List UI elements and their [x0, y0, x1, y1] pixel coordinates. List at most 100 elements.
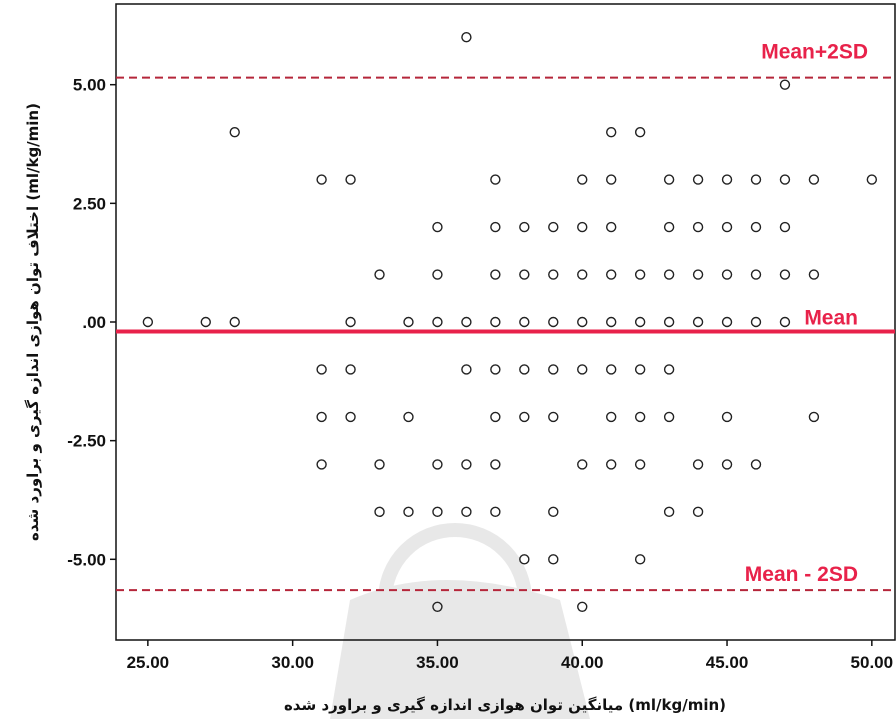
- data-point: [490, 221, 501, 233]
- data-point: [577, 316, 588, 328]
- x-axis-title: میانگین توان هوازی اندازه گیری و براورد …: [284, 696, 726, 714]
- data-point: [519, 364, 530, 375]
- data-point: [403, 411, 414, 423]
- data-point: [229, 316, 240, 328]
- data-point: [345, 411, 356, 423]
- data-point: [692, 506, 704, 518]
- data-point: [606, 221, 617, 233]
- data-point: [606, 126, 617, 138]
- data-point: [808, 269, 820, 280]
- y-tick-label: 2.50: [73, 194, 106, 213]
- data-point: [577, 459, 588, 470]
- data-point: [634, 126, 646, 138]
- watermark-logo: [330, 523, 590, 719]
- data-point: [721, 221, 733, 233]
- data-point: [721, 269, 733, 280]
- data-point: [432, 601, 443, 612]
- x-tick-label: 30.00: [271, 653, 314, 672]
- data-point: [663, 174, 675, 185]
- data-point: [490, 316, 501, 328]
- data-point: [548, 411, 559, 423]
- y-axis-title: اختلاف توان هوازی اندازه گیری و براورد ش…: [24, 103, 42, 541]
- data-point: [519, 316, 530, 328]
- data-point: [866, 174, 878, 185]
- data-point: [779, 79, 791, 90]
- data-point: [663, 411, 675, 423]
- data-point: [634, 554, 646, 565]
- data-point: [548, 364, 559, 375]
- data-point: [606, 364, 617, 375]
- data-point: [663, 221, 675, 233]
- data-point: [548, 221, 559, 233]
- x-tick-label: 40.00: [561, 653, 604, 672]
- data-point: [345, 364, 356, 375]
- x-tick-label: 35.00: [416, 653, 459, 672]
- data-point: [750, 174, 762, 185]
- data-point: [345, 316, 356, 328]
- data-point: [490, 411, 501, 423]
- data-point: [663, 269, 675, 280]
- data-point: [779, 316, 791, 328]
- data-point: [663, 364, 675, 375]
- data-point: [606, 316, 617, 328]
- data-point: [316, 364, 327, 375]
- data-point: [200, 316, 211, 328]
- ref-line-label: Mean - 2SD: [745, 563, 858, 586]
- data-point: [490, 174, 501, 185]
- data-point: [779, 269, 791, 280]
- data-point: [750, 221, 762, 233]
- data-point: [577, 364, 588, 375]
- data-point: [692, 269, 704, 280]
- data-point: [432, 506, 443, 518]
- data-point: [432, 459, 443, 470]
- data-point: [692, 316, 704, 328]
- data-point: [316, 411, 327, 423]
- data-point: [721, 411, 733, 423]
- data-point: [490, 459, 501, 470]
- x-tick-label: 25.00: [127, 653, 170, 672]
- data-point: [577, 269, 588, 280]
- data-point: [548, 316, 559, 328]
- data-point: [519, 554, 530, 565]
- ref-line-label: Mean+2SD: [761, 41, 868, 64]
- data-point: [229, 126, 240, 138]
- data-point: [374, 459, 385, 470]
- data-point: [548, 269, 559, 280]
- data-point: [808, 174, 820, 185]
- data-point: [490, 269, 501, 280]
- y-tick-label: -5.00: [67, 550, 106, 569]
- data-point: [634, 316, 646, 328]
- data-point: [750, 316, 762, 328]
- data-point: [461, 316, 472, 328]
- data-point: [345, 174, 356, 185]
- data-point: [779, 174, 791, 185]
- data-point: [461, 506, 472, 518]
- data-point: [403, 506, 414, 518]
- y-tick-label: 5.00: [73, 76, 106, 95]
- data-point: [692, 174, 704, 185]
- data-point: [606, 459, 617, 470]
- data-point: [519, 411, 530, 423]
- data-point: [374, 506, 385, 518]
- data-point: [606, 174, 617, 185]
- data-point: [519, 221, 530, 233]
- ref-line-label: Mean: [804, 306, 858, 329]
- y-tick-label: .00: [82, 313, 106, 332]
- data-point: [577, 601, 588, 612]
- data-point: [663, 506, 675, 518]
- data-point: [634, 269, 646, 280]
- data-point: [692, 221, 704, 233]
- data-point: [316, 459, 327, 470]
- data-point: [779, 221, 791, 233]
- data-point: [461, 459, 472, 470]
- data-point: [490, 364, 501, 375]
- data-point: [577, 221, 588, 233]
- data-point: [808, 411, 820, 423]
- data-point: [577, 174, 588, 185]
- data-point: [634, 364, 646, 375]
- data-point: [432, 316, 443, 328]
- data-point: [403, 316, 414, 328]
- data-point: [606, 411, 617, 423]
- data-point: [461, 32, 472, 43]
